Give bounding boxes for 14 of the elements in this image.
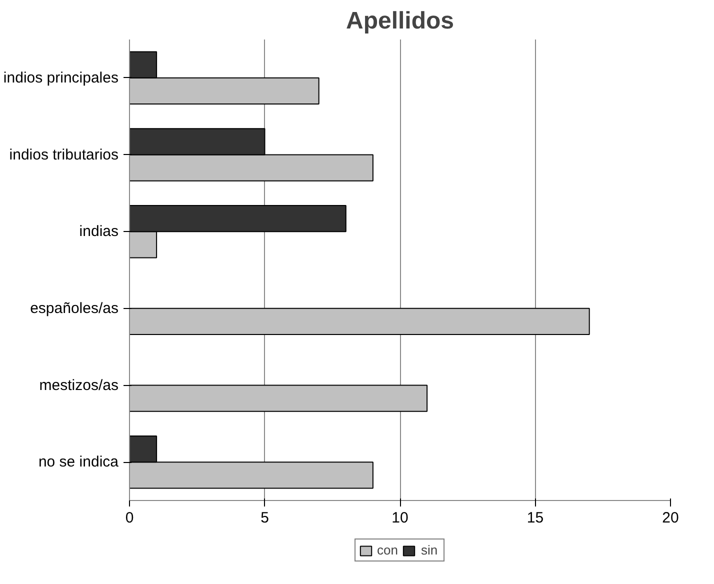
y-tick-label: españoles/as — [30, 300, 119, 317]
x-tick-label: 5 — [260, 510, 269, 526]
x-tick-label: 20 — [662, 510, 679, 526]
y-tick-label: indios tributarios — [9, 146, 118, 164]
legend-label: con — [377, 542, 398, 558]
y-tick-label: no se indica — [38, 454, 120, 471]
y-tick-label: indios principales — [3, 69, 119, 86]
x-tick-label: 15 — [526, 510, 544, 526]
y-tick-label: indias — [79, 223, 119, 240]
x-tick-label: 10 — [392, 510, 408, 526]
chart-title: Apellidos — [346, 8, 454, 34]
y-tick-label: mestizos/as — [39, 376, 119, 394]
legend-label: sin — [420, 542, 439, 558]
x-tick-label: 0 — [125, 510, 134, 526]
